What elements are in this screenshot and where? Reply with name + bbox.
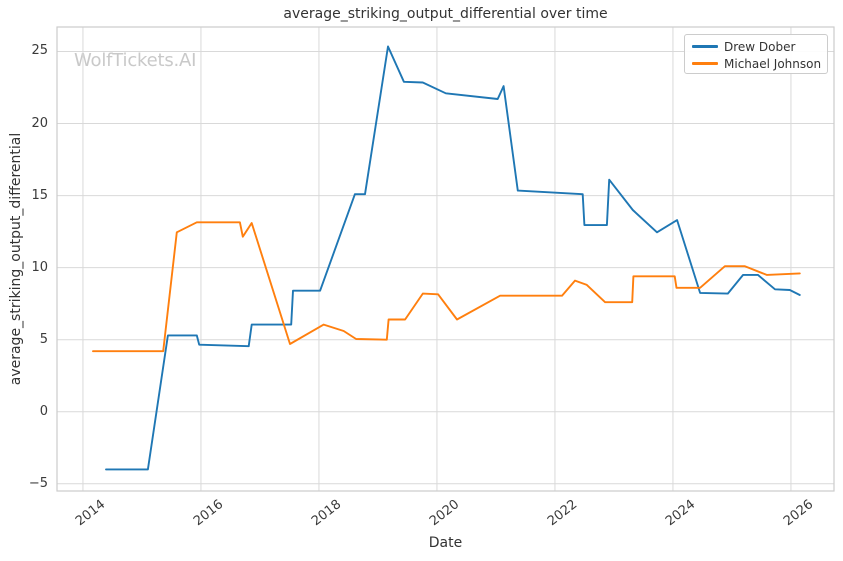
y-tick-label: 10	[31, 259, 48, 275]
y-tick-label: −5	[28, 475, 48, 491]
y-tick-label: 25	[31, 43, 48, 59]
y-tick-label: 20	[31, 115, 48, 131]
y-tick-label: 5	[39, 331, 48, 347]
line-michael-johnson	[92, 221, 801, 353]
legend-item: Drew Dober	[692, 38, 821, 55]
legend-item: Michael Johnson	[692, 55, 821, 72]
x-axis-label: Date	[428, 535, 463, 551]
chart-title: average_striking_output_differential ove…	[283, 6, 608, 22]
watermark: WolfTickets.AI	[74, 50, 197, 71]
plot-border	[56, 26, 835, 492]
legend-line-sample	[692, 45, 718, 48]
legend-label: Michael Johnson	[724, 56, 822, 71]
y-tick-label: 0	[39, 403, 48, 419]
legend-label: Drew Dober	[724, 39, 796, 54]
legend: Drew Dober Michael Johnson	[684, 34, 828, 74]
legend-line-sample	[692, 62, 718, 65]
line-drew-dober	[105, 45, 801, 471]
y-axis-label: average_striking_output_differential	[8, 132, 24, 386]
gridlines	[57, 27, 834, 491]
y-tick-label: 15	[31, 187, 48, 203]
